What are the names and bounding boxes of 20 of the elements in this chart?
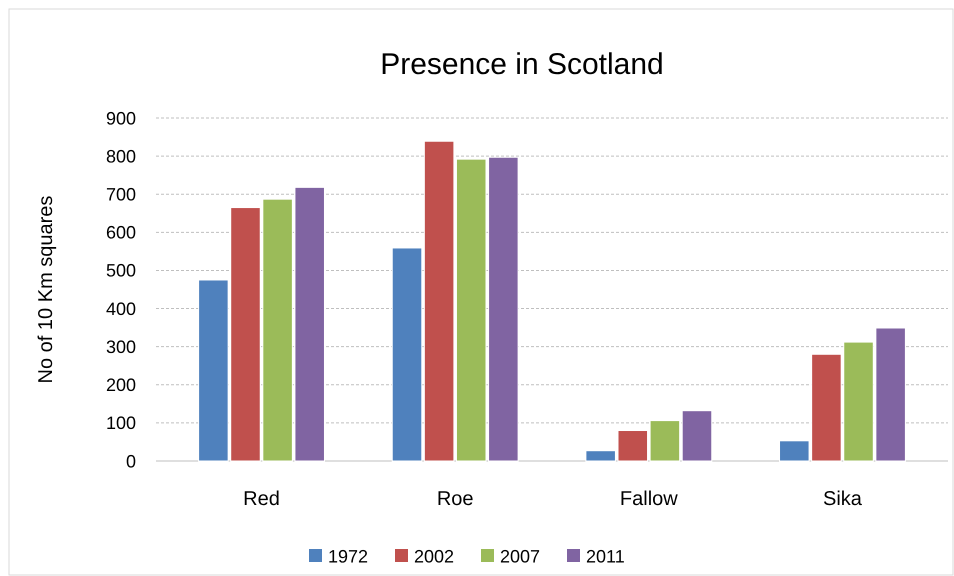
y-tick-label: 700: [106, 184, 136, 205]
y-axis-title: No of 10 Km squares: [35, 196, 57, 384]
y-tick-label: 600: [106, 222, 136, 243]
x-tick-label: Sika: [823, 488, 863, 510]
chart-title: Presence in Scotland: [380, 48, 664, 81]
y-tick-label: 300: [106, 336, 136, 357]
y-tick-label: 0: [126, 451, 136, 472]
legend-label: 2007: [500, 546, 540, 566]
y-tick-label: 200: [106, 375, 136, 396]
y-tick-label: 500: [106, 260, 136, 281]
legend-label: 1972: [328, 546, 368, 566]
x-tick-label: Fallow: [620, 488, 678, 510]
y-tick-label: 400: [106, 298, 136, 319]
x-tick-label: Red: [243, 488, 280, 510]
y-tick-label: 100: [106, 413, 136, 434]
y-tick-label: 800: [106, 146, 136, 166]
legend-label: 2002: [414, 546, 454, 566]
y-tick-label: 900: [106, 108, 136, 128]
legend-label: 2011: [586, 546, 625, 566]
x-tick-label: Roe: [436, 488, 474, 510]
